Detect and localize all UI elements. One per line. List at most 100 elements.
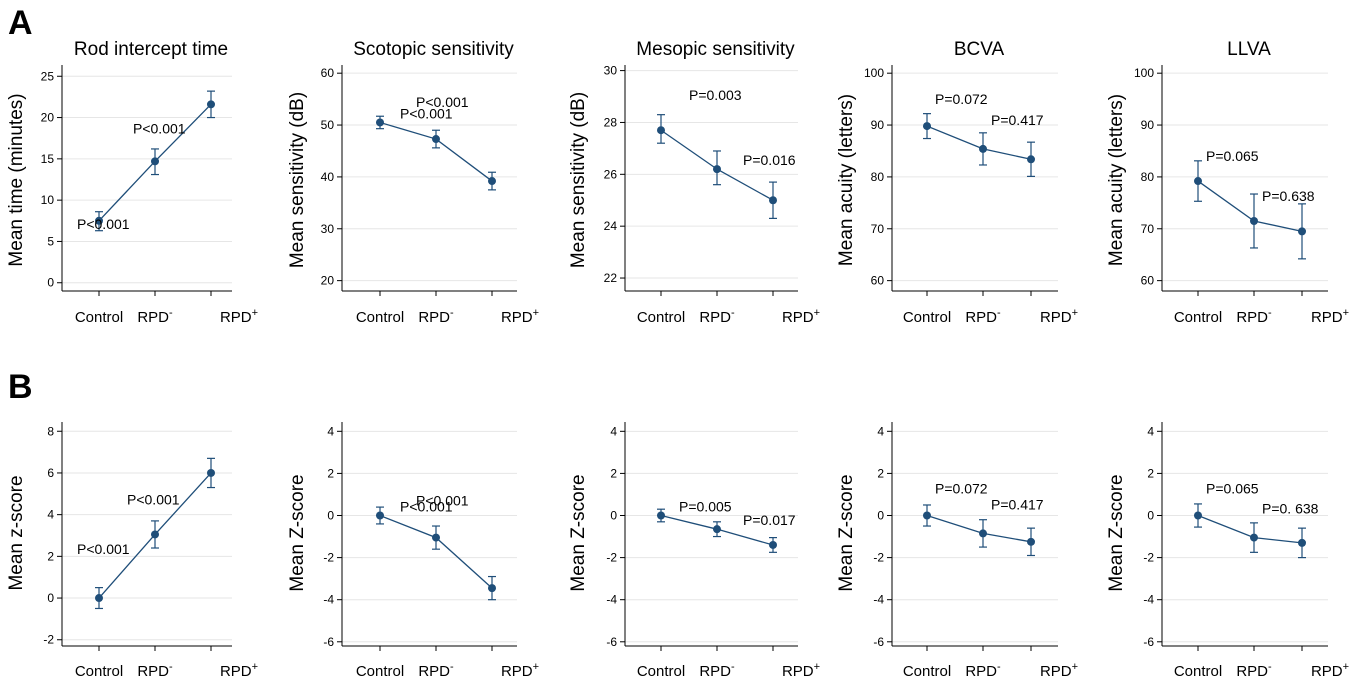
y-tick-label: 26 (604, 167, 618, 181)
y-tick-label: 5 (47, 234, 54, 248)
category-label: Control (637, 309, 685, 326)
p-value-annotation: P=0.417 (991, 496, 1044, 512)
category-label: Control (75, 663, 123, 680)
p-value-annotation: P=0.072 (935, 91, 988, 107)
y-tick-label: 90 (871, 118, 885, 132)
y-tick-label: -6 (873, 635, 884, 649)
p-value-annotation: P=0.003 (689, 87, 742, 103)
y-axis-label: Mean z-score (6, 475, 27, 590)
y-tick-label: 10 (41, 193, 55, 207)
y-tick-label: 22 (604, 271, 618, 285)
data-point (657, 511, 665, 520)
data-point (713, 525, 721, 534)
data-point (1298, 538, 1306, 547)
data-point (1194, 177, 1202, 186)
panel-label-b: B (8, 368, 33, 406)
y-tick-label: 4 (47, 508, 54, 522)
category-label: RPD- (965, 661, 1001, 680)
category-label: Control (75, 309, 123, 326)
y-tick-label: 90 (1141, 118, 1155, 132)
y-tick-label: 30 (604, 64, 618, 78)
y-tick-label: -4 (873, 593, 884, 607)
data-point (95, 594, 103, 603)
data-point (1194, 511, 1202, 520)
category-label: RPD- (699, 307, 735, 326)
y-axis-label: Mean Z-score (568, 474, 589, 591)
y-tick-label: 2 (1147, 466, 1154, 480)
y-tick-label: 8 (47, 424, 54, 438)
p-value-annotation: P=0.065 (1206, 148, 1259, 164)
y-tick-label: 28 (604, 115, 618, 129)
category-label: Control (356, 663, 404, 680)
p-value-annotation: P=0.016 (743, 152, 796, 168)
y-tick-label: 60 (321, 66, 335, 80)
p-value-annotation: P=0.017 (743, 512, 796, 528)
y-tick-label: 100 (1134, 66, 1154, 80)
p-value-annotation: P<0.001 (416, 493, 469, 509)
y-tick-label: 2 (877, 466, 884, 480)
category-label: RPD+ (1040, 307, 1078, 326)
category-label: RPD- (137, 661, 173, 680)
p-value-annotation: P=0.072 (935, 481, 988, 497)
data-point (151, 157, 159, 166)
p-value-annotation: P=0.005 (679, 499, 732, 515)
series-line (1197, 514, 1303, 544)
y-tick-label: 60 (1141, 274, 1155, 288)
data-point (488, 584, 496, 593)
y-tick-label: 0 (327, 509, 334, 523)
y-tick-label: 30 (321, 222, 335, 236)
data-point (488, 177, 496, 186)
category-label: RPD+ (1311, 661, 1349, 680)
y-tick-label: 24 (604, 219, 618, 233)
y-axis-label: Mean sensitivity (dB) (568, 92, 589, 268)
y-tick-label: 2 (47, 549, 54, 563)
category-label: RPD+ (220, 661, 258, 680)
p-value-annotation: P<0.001 (400, 105, 453, 121)
category-label: Control (637, 663, 685, 680)
y-tick-label: 100 (864, 66, 884, 80)
data-point (151, 530, 159, 539)
y-tick-label: -6 (1143, 635, 1154, 649)
category-label: Control (356, 309, 404, 326)
y-axis-label: Mean sensitivity (dB) (287, 92, 308, 268)
y-axis-label: Mean time (minutes) (6, 93, 27, 266)
y-tick-label: 50 (321, 118, 335, 132)
chart-8: -6 -4 -2 0 2 4 Control RPD- RPD+ Mean Z-score P=0.… (568, 422, 820, 680)
category-label: RPD+ (782, 661, 820, 680)
category-label: RPD+ (220, 307, 258, 326)
chart-title: Mesopic sensitivity (636, 39, 795, 60)
y-tick-label: 4 (1147, 424, 1154, 438)
chart-title: LLVA (1227, 39, 1271, 60)
p-value-annotation: P<0.001 (400, 499, 453, 515)
p-value-annotation: P=0.417 (991, 112, 1044, 128)
y-tick-label: 60 (871, 274, 885, 288)
panel-label-a: A (8, 4, 33, 42)
series-line (926, 125, 1032, 160)
category-label: RPD+ (501, 661, 539, 680)
chart-7: -6 -4 -2 0 2 4 Control RPD- RPD+ Mean Z-score P<0.… (287, 422, 539, 680)
data-point (376, 118, 384, 127)
y-tick-label: 40 (321, 170, 335, 184)
data-point (95, 216, 103, 225)
data-point (432, 533, 440, 542)
chart-10: -6 -4 -2 0 2 4 Control RPD- RPD+ Mean Z-score P=0.… (1106, 422, 1349, 680)
y-tick-label: 25 (41, 69, 55, 83)
y-axis-label: Mean acuity (letters) (836, 94, 857, 266)
y-tick-label: 20 (41, 111, 55, 125)
category-label: RPD- (418, 661, 454, 680)
y-tick-label: -2 (1143, 551, 1154, 565)
chart-9: -6 -4 -2 0 2 4 Control RPD- RPD+ Mean Z-score P=0.… (836, 422, 1078, 680)
y-tick-label: 80 (1141, 170, 1155, 184)
data-point (1250, 533, 1258, 542)
category-label: Control (1174, 309, 1222, 326)
y-tick-label: 70 (871, 222, 885, 236)
chart-3: 22 24 26 28 30 Control RPD- RPD+ Mesopic sensiti… (568, 39, 820, 326)
y-tick-label: 0 (47, 276, 54, 290)
y-tick-label: 4 (327, 424, 334, 438)
y-axis-label: Mean Z-score (287, 474, 308, 591)
p-value-annotation: P<0.001 (77, 216, 130, 232)
y-tick-label: 0 (1147, 509, 1154, 523)
chart-5: 60 70 80 90 100 Control RPD- RPD+ LLVA Mean acuit… (1106, 39, 1349, 326)
y-axis-label: Mean Z-score (836, 474, 857, 591)
